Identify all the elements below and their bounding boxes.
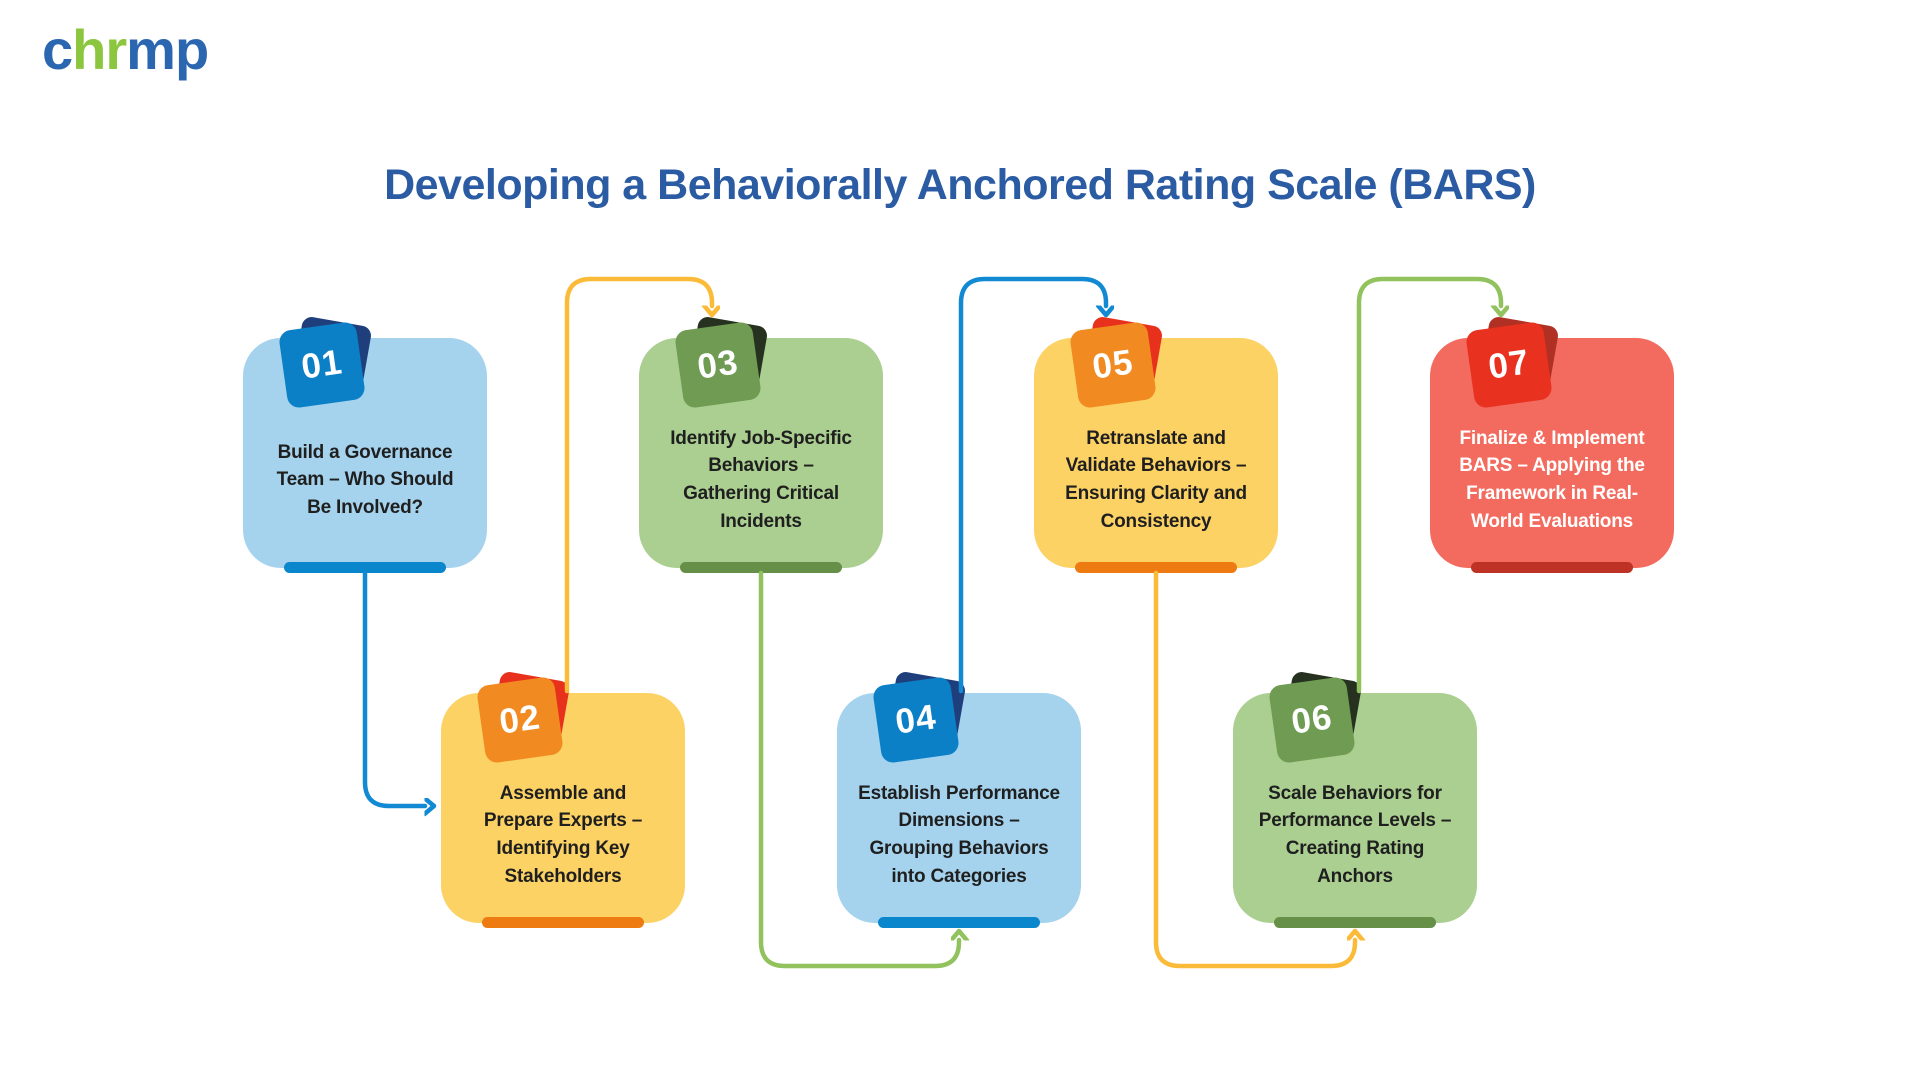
step-number-badge: 07 [1464, 320, 1554, 410]
logo-letter: r [105, 18, 127, 81]
step-number-badge-wrap: 05 [1068, 315, 1164, 410]
logo-letter: c [42, 18, 73, 81]
step-number-badge: 03 [673, 320, 763, 410]
accent-bar [680, 562, 842, 573]
logo-letter: m [126, 18, 176, 81]
step-label: Assemble and Prepare Experts – Identifyi… [483, 782, 643, 887]
step-card-02: 02 Assemble and Prepare Experts – Identif… [441, 670, 685, 928]
accent-bar [482, 917, 644, 928]
step-number-badge-wrap: 04 [871, 670, 967, 765]
connector-01-02 [362, 570, 425, 806]
accent-bar [878, 917, 1040, 928]
accent-bar [1471, 562, 1633, 573]
logo-letter: h [72, 18, 106, 81]
step-number-badge: 02 [475, 675, 565, 765]
step-label: Identify Job-Specific Behaviors – Gather… [670, 427, 852, 532]
step-label: Retranslate and Validate Behaviors – Ens… [1065, 427, 1247, 532]
logo-letter: p [174, 18, 209, 81]
page-title: Developing a Behaviorally Anchored Ratin… [384, 160, 1536, 209]
step-label: Establish Performance Dimensions – Group… [858, 782, 1060, 887]
accent-bar [284, 562, 446, 573]
step-card-03: 03 Identify Job-Specific Behaviors – Gath… [639, 315, 883, 573]
step-number-badge-wrap: 06 [1267, 670, 1363, 765]
step-card-01: 01 Build a Governance Team – Who Should B… [243, 315, 487, 573]
step-number-badge: 01 [277, 320, 367, 410]
step-card-04: 04 Establish Performance Dimensions – Gro… [837, 670, 1081, 928]
step-number-badge-wrap: 07 [1464, 315, 1560, 410]
step-number-badge-wrap: 01 [277, 315, 373, 410]
accent-bar [1075, 562, 1237, 573]
step-number-badge: 06 [1267, 675, 1357, 765]
step-card-05: 05 Retranslate and Validate Behaviors – E… [1034, 315, 1278, 573]
step-label: Build a Governance Team – Who Should Be … [276, 441, 454, 518]
step-number-badge: 04 [871, 675, 961, 765]
step-number-badge-wrap: 03 [673, 315, 769, 410]
step-card-06: 06 Scale Behaviors for Performance Levels… [1233, 670, 1477, 928]
chrmp-logo: chrmp [42, 22, 209, 78]
step-label: Finalize & Implement BARS – Applying the… [1459, 427, 1645, 532]
step-card-07: 07 Finalize & Implement BARS – Applying t… [1430, 315, 1674, 573]
accent-bar [1274, 917, 1436, 928]
step-number-badge: 05 [1068, 320, 1158, 410]
step-label: Scale Behaviors for Performance Levels –… [1258, 782, 1452, 887]
step-number-badge-wrap: 02 [475, 670, 571, 765]
